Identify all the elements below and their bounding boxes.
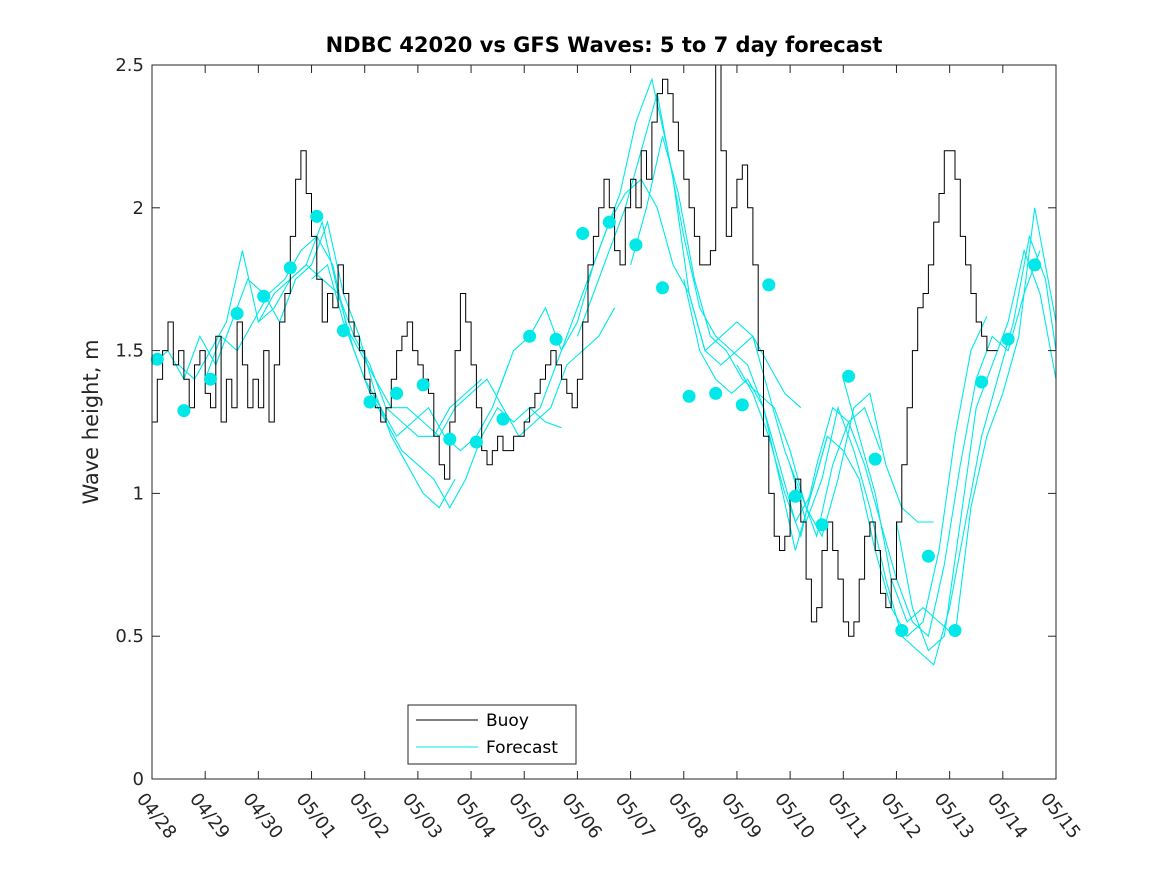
forecast-point: [1028, 258, 1042, 272]
forecast-point: [576, 227, 590, 240]
x-tick-label: 05/11: [823, 789, 871, 843]
x-tick-label: 05/15: [1036, 789, 1084, 843]
series-layer: [150, 64, 1057, 666]
forecast-point: [895, 624, 909, 637]
forecast-run-line-1: [151, 220, 456, 509]
forecast-point: [496, 412, 510, 426]
forecast-point: [788, 489, 802, 503]
forecast-point: [629, 238, 643, 252]
forecast-point: [549, 332, 563, 346]
axes-box: [151, 64, 1057, 780]
forecast-point: [602, 215, 616, 229]
x-tick-label: 04/30: [238, 789, 286, 843]
forecast-run-line-8: [576, 93, 882, 539]
forecast-point: [257, 289, 271, 303]
x-tick-label: 05/06: [557, 789, 605, 843]
forecast-point: [390, 386, 404, 400]
forecast-point: [177, 404, 191, 418]
x-tick-label: 05/10: [770, 789, 818, 843]
forecast-point: [868, 452, 882, 466]
forecast-run-line-2: [178, 250, 483, 437]
x-tick-label: 05/02: [345, 789, 393, 843]
x-tick-label: 05/04: [451, 789, 499, 843]
forecast-point: [283, 261, 297, 275]
x-tick-label: 05/09: [717, 789, 765, 843]
forecast-point: [975, 375, 989, 389]
y-tick-label: 1: [133, 483, 144, 504]
plot-background: [152, 65, 1056, 779]
forecast-point: [1001, 332, 1015, 346]
forecast-point: [656, 281, 669, 295]
y-tick-label: 0.5: [115, 626, 144, 647]
forecast-run-line-4: [257, 220, 562, 509]
forecast-point: [842, 369, 856, 383]
y-tick-label: 0: [133, 769, 144, 790]
forecast-point: [921, 549, 935, 563]
x-tick-label: 05/08: [664, 789, 712, 843]
forecast-run-line-5: [311, 263, 616, 438]
forecast-point: [416, 378, 430, 392]
x-tick-label: 04/29: [185, 789, 233, 843]
y-tick-label: 2: [133, 198, 144, 219]
forecast-point: [443, 432, 457, 446]
legend-box: [407, 704, 577, 765]
forecast-point: [762, 278, 776, 292]
legend: Buoy Forecast: [407, 704, 577, 765]
forecast-point: [204, 372, 217, 386]
forecast-point: [815, 518, 829, 532]
forecast-point: [230, 307, 244, 320]
forecast-point: [523, 329, 537, 343]
forecast-run-line-7: [523, 77, 828, 551]
legend-buoy-label: Buoy: [486, 711, 529, 731]
y-tick-label: 1.5: [115, 341, 144, 362]
y-axis-label: Wave height, m: [79, 339, 103, 504]
forecast-point: [310, 209, 324, 223]
forecast-point: [709, 386, 723, 400]
x-tick-label: 05/12: [877, 789, 925, 843]
x-tick-label: 05/07: [611, 789, 659, 843]
x-tick-label: 05/03: [398, 789, 446, 843]
forecast-point: [336, 324, 350, 338]
forecast-point: [469, 435, 483, 449]
x-tick-label: 05/05: [504, 789, 552, 843]
legend-forecast-label: Forecast: [486, 738, 558, 758]
x-tick-label: 05/13: [930, 789, 978, 843]
forecast-point: [363, 395, 377, 409]
forecast-point: [682, 389, 696, 403]
x-tick-label: 05/14: [983, 789, 1031, 843]
y-tick-label: 2.5: [115, 55, 144, 76]
forecast-run-line-9: [630, 136, 934, 538]
buoy-line: [152, 64, 998, 637]
x-tick-label: 05/01: [292, 789, 340, 843]
forecast-run-line-12: [789, 234, 1057, 666]
forecast-point: [948, 624, 962, 637]
forecast-run-line-11: [736, 250, 1041, 638]
chart-title: NDBC 42020 vs GFS Waves: 5 to 7 day fore…: [326, 33, 883, 57]
x-tick-label: 04/28: [132, 789, 180, 843]
forecast-point: [150, 352, 164, 366]
forecast-run-line-10: [683, 279, 988, 638]
forecast-point: [735, 398, 749, 412]
